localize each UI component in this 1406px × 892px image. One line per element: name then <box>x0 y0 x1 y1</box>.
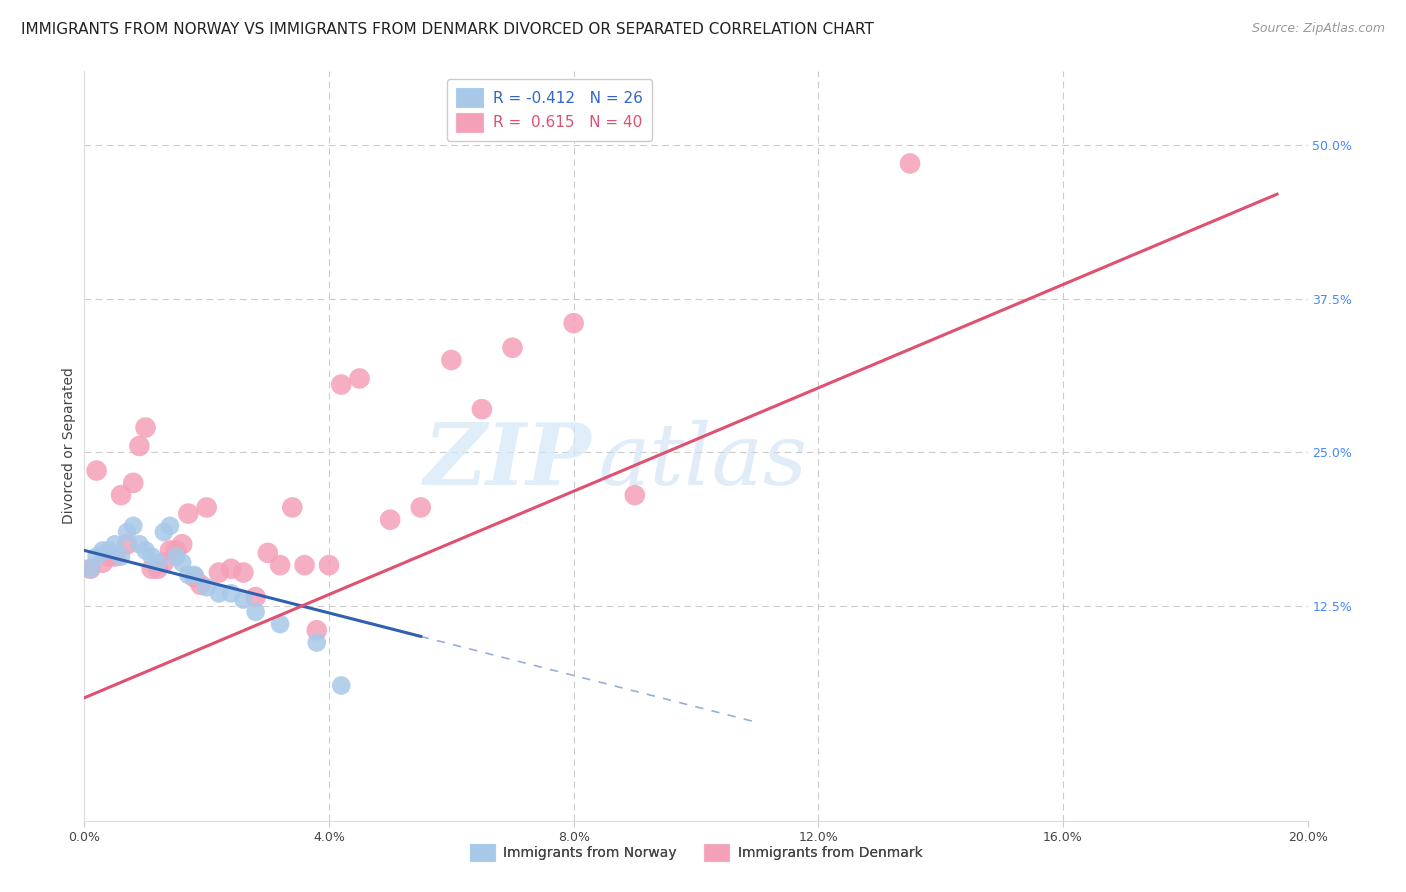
Point <box>245 590 267 604</box>
Point <box>257 546 280 560</box>
Point <box>104 549 127 564</box>
Point <box>195 500 218 515</box>
Point <box>232 566 254 580</box>
Point <box>190 578 212 592</box>
Point <box>97 549 120 564</box>
Point <box>177 568 200 582</box>
Point <box>219 586 242 600</box>
Point <box>135 543 157 558</box>
Point <box>281 500 304 515</box>
Point <box>135 420 157 434</box>
Text: IMMIGRANTS FROM NORWAY VS IMMIGRANTS FROM DENMARK DIVORCED OR SEPARATED CORRELAT: IMMIGRANTS FROM NORWAY VS IMMIGRANTS FRO… <box>21 22 875 37</box>
Point <box>269 558 291 573</box>
Point <box>219 562 242 576</box>
Point <box>305 624 328 638</box>
Point <box>97 543 120 558</box>
Point <box>330 377 353 392</box>
Point <box>165 543 187 558</box>
Point <box>471 402 494 417</box>
Point <box>153 556 176 570</box>
Point <box>104 537 127 551</box>
Point <box>318 558 340 573</box>
Point <box>122 519 145 533</box>
Point <box>269 617 291 632</box>
Point <box>502 341 524 355</box>
Point <box>349 371 371 385</box>
Point <box>115 537 138 551</box>
Point <box>159 519 181 533</box>
Point <box>86 464 108 478</box>
Point <box>624 488 647 502</box>
Point <box>110 549 132 564</box>
Point <box>79 562 101 576</box>
Point <box>330 679 353 693</box>
Point <box>183 568 205 582</box>
Point <box>245 605 267 619</box>
Point <box>115 524 138 539</box>
Point <box>128 439 150 453</box>
Point <box>208 586 231 600</box>
Point <box>380 513 402 527</box>
Point <box>110 488 132 502</box>
Point <box>208 566 231 580</box>
Point <box>128 537 150 551</box>
Point <box>294 558 316 573</box>
Point <box>183 570 205 584</box>
Point <box>195 580 218 594</box>
Text: atlas: atlas <box>598 419 807 502</box>
Point <box>440 353 463 368</box>
Point <box>898 156 921 170</box>
Point <box>562 316 585 330</box>
Point <box>122 475 145 490</box>
Point <box>177 507 200 521</box>
Point <box>79 562 101 576</box>
Point <box>153 524 176 539</box>
Point <box>172 537 194 551</box>
Point <box>86 549 108 564</box>
Point <box>172 556 194 570</box>
Text: ZIP: ZIP <box>425 419 592 503</box>
Point <box>159 543 181 558</box>
Point <box>165 549 187 564</box>
Y-axis label: Divorced or Separated: Divorced or Separated <box>62 368 76 524</box>
Point <box>141 562 163 576</box>
Point <box>409 500 432 515</box>
Point <box>141 549 163 564</box>
Point <box>232 592 254 607</box>
Legend: Immigrants from Norway, Immigrants from Denmark: Immigrants from Norway, Immigrants from … <box>464 838 928 866</box>
Point <box>305 635 328 649</box>
Point <box>146 562 169 576</box>
Point <box>146 556 169 570</box>
Text: Source: ZipAtlas.com: Source: ZipAtlas.com <box>1251 22 1385 36</box>
Point <box>91 556 114 570</box>
Point <box>91 543 114 558</box>
